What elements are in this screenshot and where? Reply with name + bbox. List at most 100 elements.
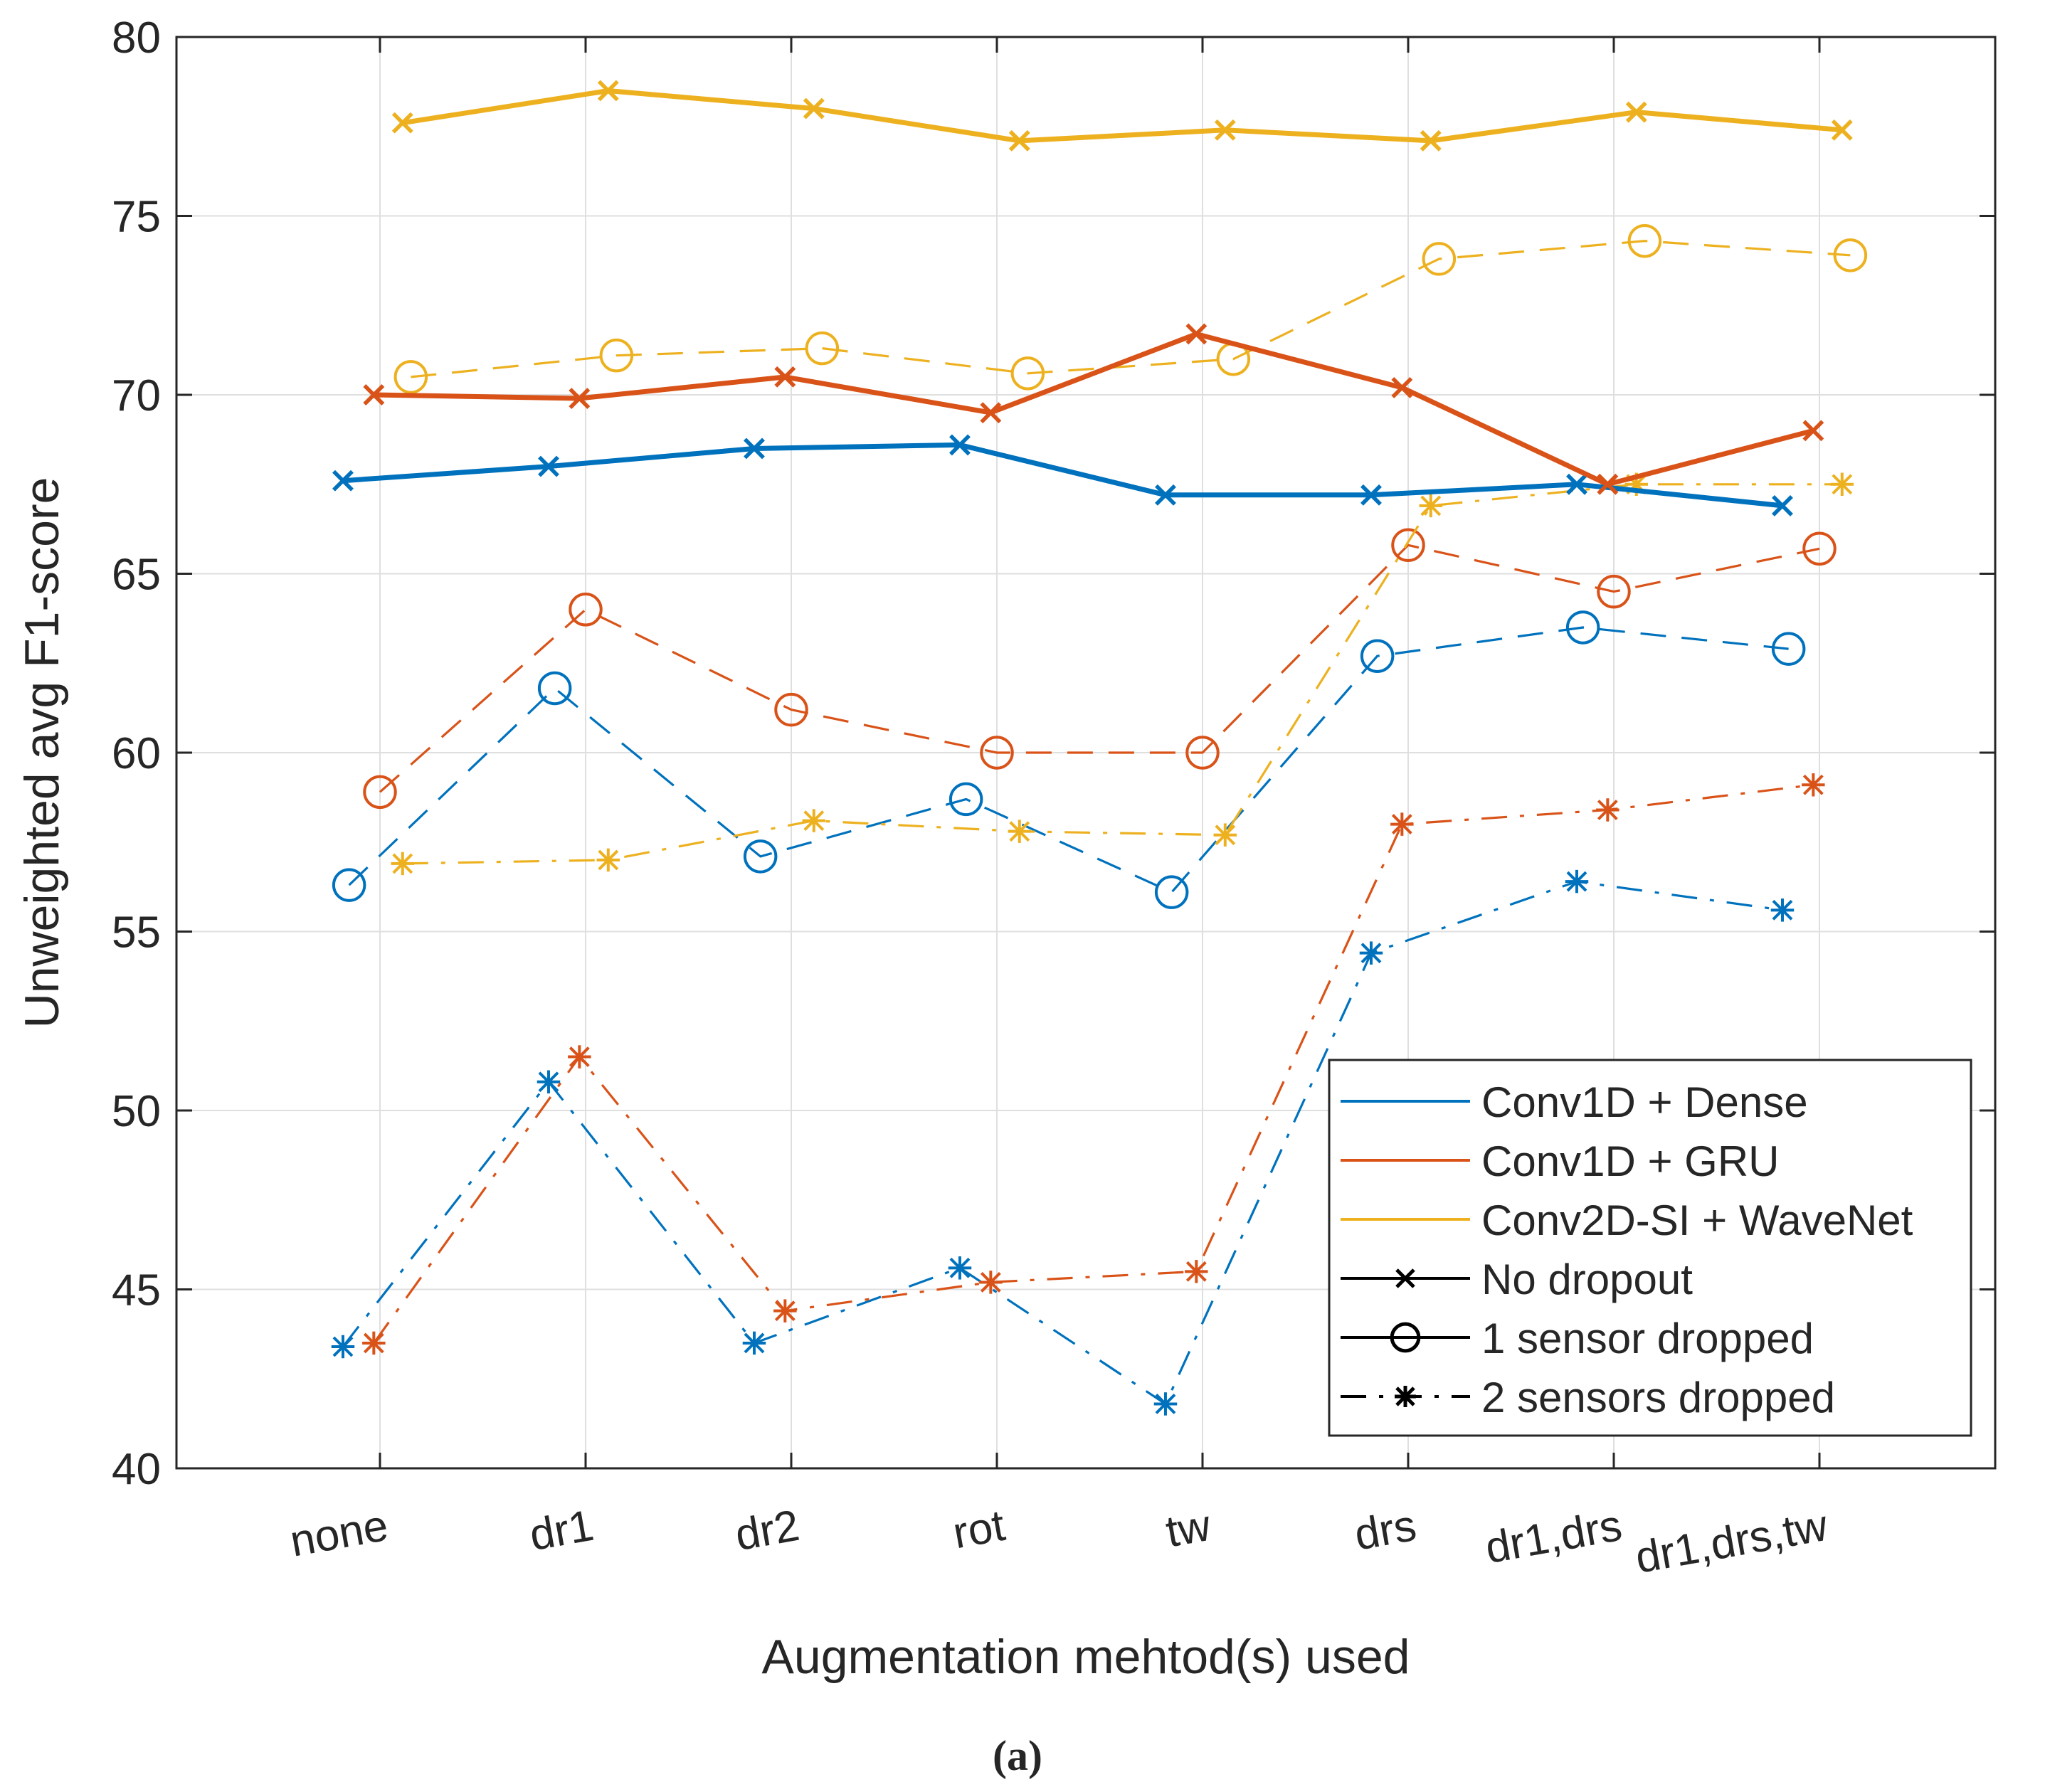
marker-stroke: [538, 455, 559, 477]
data-point: [1185, 323, 1208, 345]
data-point: [1596, 798, 1619, 822]
data-point: [568, 1045, 591, 1069]
series-group: [391, 80, 1853, 152]
marker-stroke: [1008, 129, 1030, 152]
data-point: [773, 1299, 797, 1322]
legend-entry: Conv2D-SI + WaveNet: [1341, 1197, 1913, 1244]
series-group: [391, 472, 1854, 876]
data-point: [1597, 473, 1619, 495]
y-tick-label: 50: [112, 1087, 161, 1136]
data-point: [537, 671, 572, 706]
y-axis-label: Unweighted avg F1-score: [15, 477, 69, 1029]
series-group: [363, 528, 1837, 810]
marker-stroke: [1214, 119, 1236, 141]
legend-label: Conv1D + Dense: [1481, 1078, 1808, 1126]
marker-circle: [1422, 242, 1457, 276]
series-line: [402, 88, 1843, 144]
marker-stroke: [744, 438, 765, 460]
series-layer: [331, 80, 1868, 1416]
legend-entry: Conv1D + GRU: [1341, 1138, 1779, 1185]
marker-stroke: [569, 388, 591, 409]
legend-label: Conv1D + GRU: [1481, 1138, 1779, 1185]
series-line: [373, 783, 1814, 1344]
data-point: [537, 1070, 561, 1094]
marker-stroke: [949, 434, 971, 456]
marker-stroke: [363, 384, 385, 405]
marker-circle: [1833, 238, 1868, 272]
marker-circle: [1360, 639, 1395, 673]
data-point: [569, 593, 603, 627]
series-line: [411, 240, 1851, 378]
series-line: [402, 483, 1842, 865]
marker-circle: [1771, 632, 1806, 666]
legend-label: Conv2D-SI + WaveNet: [1481, 1197, 1913, 1244]
data-point: [1391, 376, 1413, 398]
series-group: [362, 773, 1825, 1355]
data-point: [1565, 610, 1600, 645]
marker-circle: [1391, 528, 1425, 563]
marker-stroke: [1802, 420, 1824, 442]
data-point: [1185, 1260, 1208, 1283]
marker-circle: [1390, 1322, 1421, 1353]
data-point: [1627, 223, 1662, 258]
data-point: [1395, 1386, 1416, 1407]
data-point: [980, 736, 1014, 770]
data-point: [802, 809, 826, 832]
data-point: [597, 80, 619, 102]
series-line: [342, 442, 1783, 509]
data-point: [1566, 473, 1587, 495]
data-point: [1625, 101, 1647, 123]
legend-label: No dropout: [1481, 1256, 1693, 1303]
data-point: [1395, 1268, 1415, 1288]
data-point: [774, 692, 808, 727]
data-point: [1422, 242, 1457, 276]
data-point: [1802, 773, 1825, 797]
y-tick-label: 55: [112, 908, 161, 958]
marker-stroke: [1625, 101, 1647, 123]
data-point: [1772, 494, 1793, 516]
marker-stroke: [1772, 494, 1793, 516]
data-point: [1360, 639, 1395, 673]
marker-stroke: [1395, 1268, 1415, 1288]
series-group: [393, 223, 1868, 394]
x-tick-label: tw: [1162, 1501, 1214, 1557]
data-point: [393, 360, 428, 394]
marker-stroke: [1360, 484, 1382, 506]
data-point: [979, 1271, 1003, 1294]
data-point: [1360, 484, 1382, 506]
marker-stroke: [1566, 473, 1587, 495]
data-point: [805, 331, 840, 366]
data-point: [1008, 820, 1032, 843]
data-point: [1830, 472, 1854, 496]
data-point: [1420, 129, 1442, 152]
data-point: [1214, 119, 1236, 141]
marker-stroke: [980, 402, 1002, 424]
data-point: [774, 366, 796, 388]
series-line: [342, 880, 1783, 1406]
data-point: [1185, 736, 1220, 770]
data-point: [1390, 1322, 1421, 1353]
data-point: [332, 868, 366, 902]
data-point: [1010, 356, 1045, 391]
marker-circle: [980, 736, 1014, 770]
y-tick-label: 75: [112, 193, 161, 242]
series-group: [332, 610, 1806, 909]
marker-circle: [1597, 574, 1631, 609]
data-point: [742, 1331, 766, 1355]
data-point: [1419, 494, 1443, 518]
marker-stroke: [1420, 129, 1442, 152]
data-point: [980, 402, 1002, 424]
marker-circle: [1010, 356, 1045, 391]
data-point: [391, 112, 413, 134]
marker-stroke: [1185, 323, 1208, 345]
x-axis-label: Augmentation mehtod(s) used: [762, 1630, 1410, 1684]
series-group: [332, 434, 1793, 516]
data-point: [1565, 869, 1589, 894]
marker-stroke: [597, 80, 619, 102]
data-point: [1831, 119, 1853, 141]
x-tick-label: dr1,drs,tw: [1632, 1501, 1831, 1583]
legend-entry: 2 sensors dropped: [1341, 1374, 1835, 1421]
y-tick-label: 40: [112, 1445, 161, 1494]
data-point: [1802, 531, 1837, 566]
marker-stroke: [1597, 473, 1619, 495]
